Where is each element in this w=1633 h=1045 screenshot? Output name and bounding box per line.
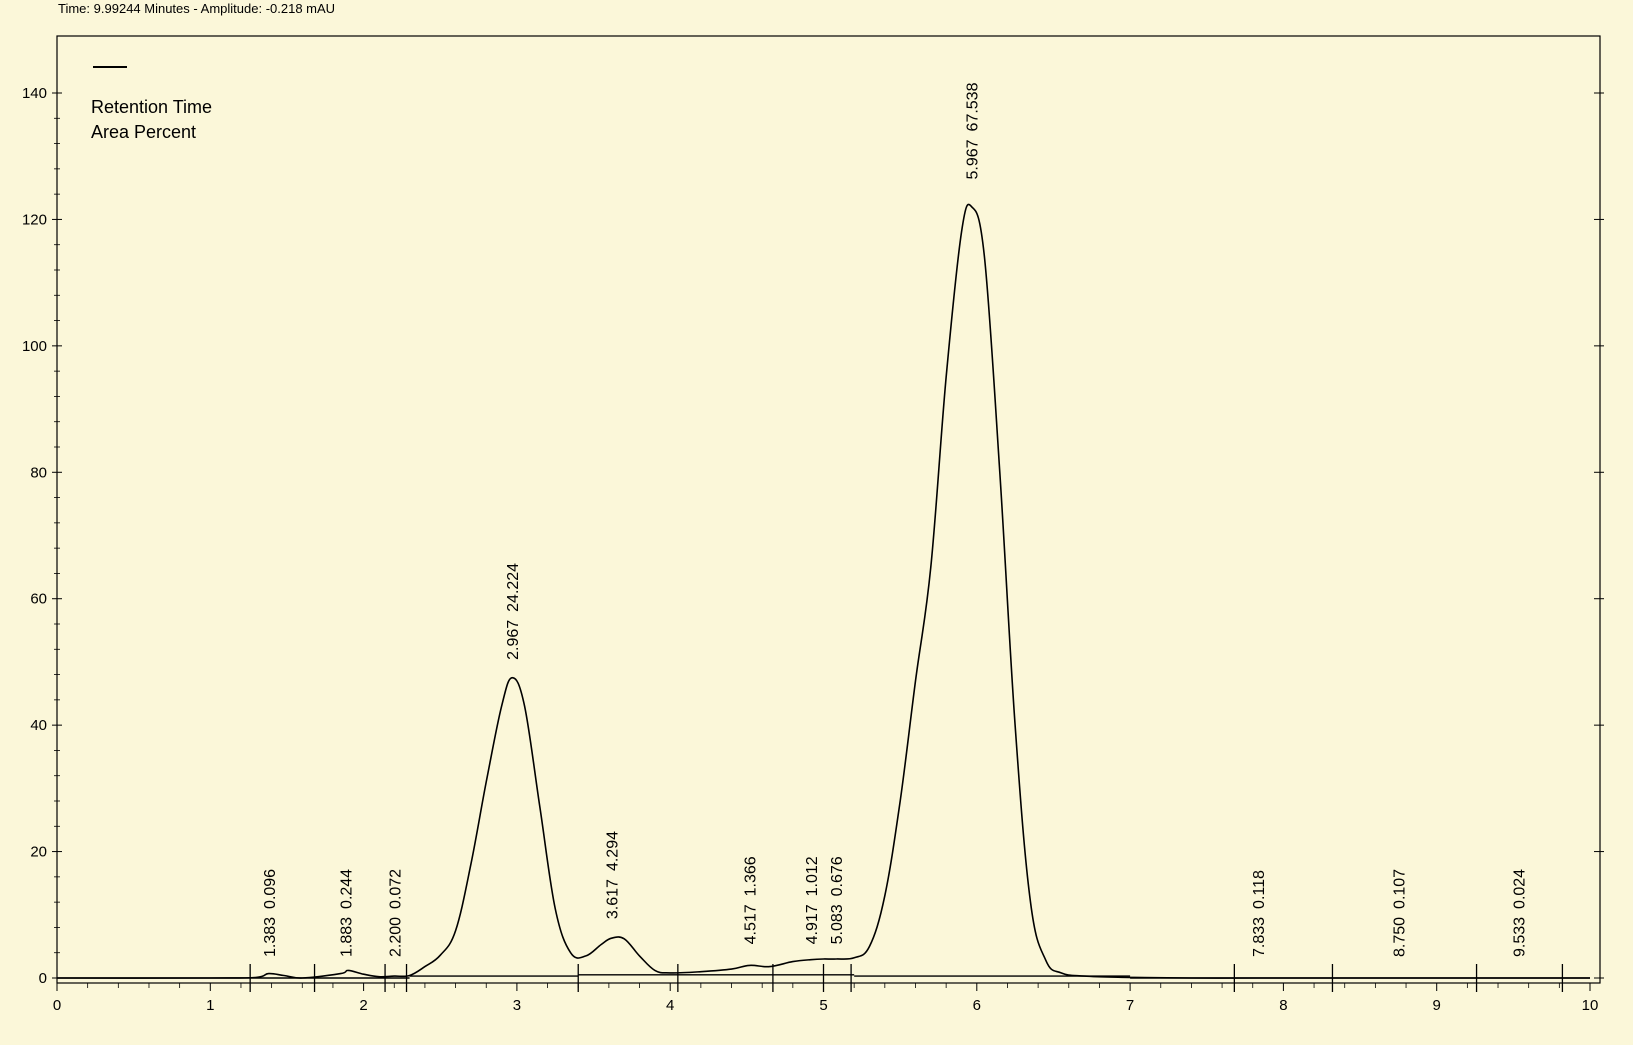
peak-label: 8.750 0.107 [1391,869,1408,957]
peak-label-group: 8.750 0.107 [1391,869,1408,957]
x-tick-label: 9 [1433,997,1441,1014]
peak-area-label: 0.024 [1511,869,1528,909]
legend-line-2: Area Percent [91,122,196,142]
x-tick-label: 1 [206,997,214,1014]
y-tick-label: 80 [30,464,47,481]
peak-label: 2.200 0.072 [387,869,404,957]
peak-area-label: 4.294 [605,831,622,871]
peak-label: 7.833 0.118 [1251,870,1268,957]
status-separator: - [193,1,198,16]
peak-label-group: 7.833 0.118 [1251,870,1268,957]
peak-label-group: 1.883 0.244 [339,869,356,957]
peak-labels: 1.383 0.096 1.883 0.244 2.200 0.072 2.967 24.22… [262,82,1528,957]
peak-label: 5.967 67.538 [965,82,982,179]
y-tick-label: 40 [30,717,47,734]
x-tick-label: 5 [819,997,827,1014]
status-readout: Time: 9.99244 Minutes - Amplitude: -0.21… [58,0,335,18]
peak-rt-label: 9.533 [1511,917,1528,957]
x-tick-label: 10 [1582,997,1599,1014]
peak-area-label: 0.244 [339,869,356,909]
peak-label: 1.383 0.096 [262,869,279,957]
amplitude-value: -0.218 mAU [265,1,336,16]
peak-rt-label: 8.750 [1391,917,1408,957]
amplitude-label: Amplitude: [200,1,263,16]
peak-area-label: 0.096 [262,869,279,909]
peak-label-group: 4.517 1.366 [743,856,760,944]
peak-label-group: 5.083 0.676 [829,856,846,944]
peak-area-label: 67.538 [965,82,982,131]
y-tick-label: 0 [39,970,47,987]
peak-area-label: 24.224 [505,563,522,612]
peak-label-group: 2.200 0.072 [387,869,404,957]
x-axis: 0 1 2 3 4 5 6 7 8 9 10 [53,983,1599,1014]
peak-area-label: 0.072 [387,869,404,909]
x-tick-label: 2 [359,997,367,1014]
peak-rt-label: 7.833 [1251,917,1268,957]
plot-area[interactable] [56,35,1601,984]
peak-rt-label: 4.517 [743,904,760,944]
peak-label-group: 3.617 4.294 [605,831,622,919]
peak-area-label: 0.107 [1391,869,1408,909]
peak-area-label: 1.366 [743,856,760,896]
peak-label-group: 9.533 0.024 [1511,869,1528,957]
peak-rt-label: 5.083 [829,904,846,944]
y-tick-label: 140 [22,85,47,102]
peak-label-group: 4.917 1.012 [804,856,821,944]
x-tick-label: 4 [666,997,674,1014]
y-tick-label: 120 [22,211,47,228]
x-tick-label: 3 [513,997,521,1014]
time-label: Time: [58,1,91,16]
peak-label-group: 1.383 0.096 [262,869,279,957]
chromatogram-trace [56,203,1590,979]
integration-marks [249,964,1564,992]
x-tick-label: 0 [53,997,61,1014]
y-tick-label: 60 [30,591,47,608]
peak-area-label: 1.012 [804,856,821,896]
legend: Retention Time Area Percent [91,66,212,142]
peak-area-label: 0.118 [1251,870,1268,909]
y-tick-label: 100 [22,338,47,355]
peak-label-group: 5.967 67.538 [965,82,982,179]
legend-line-1: Retention Time [91,97,212,117]
peak-label: 4.917 1.012 [804,856,821,944]
peak-rt-label: 2.967 [505,620,522,660]
peak-rt-label: 1.383 [262,917,279,957]
peak-rt-label: 2.200 [387,917,404,957]
peak-label: 3.617 4.294 [605,831,622,919]
peak-rt-label: 4.917 [804,904,821,944]
peak-label: 5.083 0.676 [829,856,846,944]
x-tick-label: 7 [1126,997,1134,1014]
x-tick-label: 8 [1279,997,1287,1014]
y-axis: 0 20 40 60 80 100 120 140 [22,85,1604,987]
peak-label: 2.967 24.224 [505,563,522,660]
peak-rt-label: 5.967 [965,139,982,179]
x-tick-label: 6 [973,997,981,1014]
y-tick-label: 20 [30,844,47,861]
peak-label: 9.533 0.024 [1511,869,1528,957]
peak-rt-label: 3.617 [605,879,622,919]
time-value: 9.99244 Minutes [93,1,190,16]
peak-label: 4.517 1.366 [743,856,760,944]
peak-label-group: 2.967 24.224 [505,563,522,660]
peak-rt-label: 1.883 [339,917,356,957]
peak-label: 1.883 0.244 [339,869,356,957]
peak-area-label: 0.676 [829,856,846,896]
